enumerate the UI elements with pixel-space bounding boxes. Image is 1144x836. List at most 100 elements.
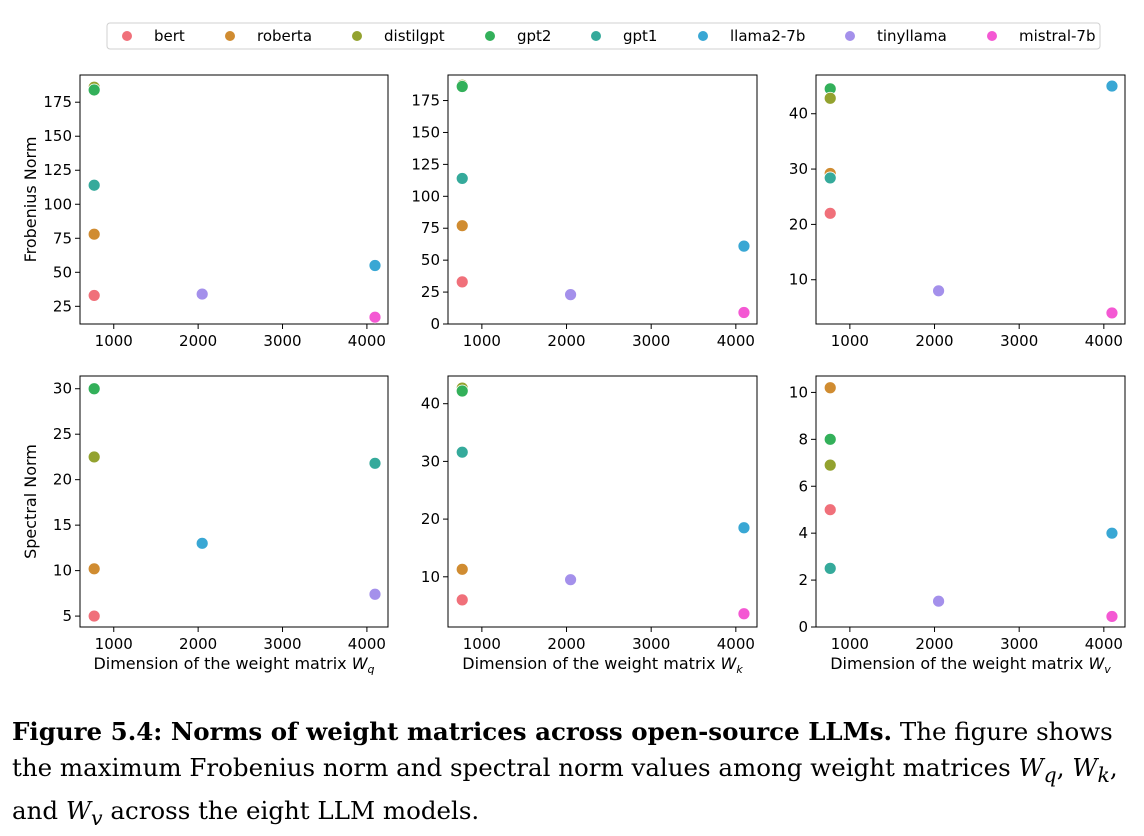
x-tick-label: 2000 (547, 635, 585, 653)
subplot-grid: 1000 2000 3000 4000255075100125150175Froben… (21, 74, 1126, 676)
point-roberta (823, 381, 837, 395)
caption-sep-1: , (1056, 753, 1073, 782)
point-llama2-7b (368, 259, 382, 272)
legend-item-distilgpt: distilgpt (352, 27, 445, 45)
y-axis-label: Spectral Norm (21, 444, 40, 559)
point-tinyllama (564, 573, 577, 587)
y-tick-label: 30 (789, 160, 808, 178)
x-tick-label: 2000 (179, 332, 217, 350)
x-axis-label: Dimension of the weight matrix Wk (462, 654, 743, 676)
caption-math-wk-sub: k (1097, 762, 1110, 787)
point-gpt2 (87, 83, 101, 97)
point-mistral-7b (1105, 306, 1119, 320)
x-tick-label: 4000 (348, 332, 386, 350)
caption-math-wv: W (65, 795, 92, 825)
legend-marker-bert (122, 31, 132, 41)
point-tinyllama (195, 287, 209, 301)
legend-label-roberta: roberta (257, 27, 312, 45)
legend-marker-roberta (225, 31, 235, 41)
point-mistral-7b (737, 306, 751, 319)
x-tick-label: 1000 (831, 332, 869, 350)
y-tick-label: 4 (798, 524, 808, 542)
y-tick-label: 10 (421, 568, 440, 586)
point-distilgpt (823, 458, 837, 472)
point-gpt1 (455, 445, 469, 459)
point-gpt2 (823, 432, 837, 446)
point-tinyllama (564, 288, 577, 302)
legend-label-gpt1: gpt1 (623, 27, 657, 45)
x-tick-label: 1000 (463, 332, 501, 350)
figure-canvas: bert roberta distilgpt gpt2 gpt1 llama2-7b tin… (21, 22, 1126, 676)
x-tick-label: 4000 (1085, 332, 1123, 350)
plot-frame (815, 375, 1126, 628)
x-tick-label: 3000 (1000, 332, 1038, 350)
y-tick-label: 100 (43, 195, 72, 213)
caption-text-2: across the eight LLM models. (102, 795, 480, 825)
point-roberta (87, 227, 101, 241)
point-tinyllama (932, 594, 945, 608)
subplot-1: 1000 2000 3000 4000 25 50 75 100 125 150 175 Froben… (21, 74, 389, 350)
point-mistral-7b (1105, 610, 1119, 623)
point-roberta (455, 219, 469, 233)
subplot-3: 1000 2000 3000 4000 10 20 30 40 (789, 74, 1126, 350)
caption-math-wv-sub: v (91, 805, 103, 830)
x-tick-label: 4000 (717, 332, 755, 350)
point-tinyllama (932, 284, 945, 298)
legend-marker-llama2-7b (698, 31, 708, 41)
subplot-2: 1000 2000 3000 4000 0 25 50 75 100 125 150 175 (411, 74, 758, 350)
y-tick-label: 0 (430, 315, 440, 333)
y-tick-label: 40 (789, 105, 808, 123)
y-tick-label: 10 (53, 562, 72, 580)
x-axis-label: Dimension of the weight matrix Wv (830, 654, 1111, 676)
x-tick-label: 3000 (263, 332, 301, 350)
x-tick-label: 3000 (263, 635, 301, 653)
legend-item-mistral-7b: mistral-7b (987, 27, 1095, 45)
point-gpt2 (87, 382, 101, 396)
plot-frame (79, 74, 389, 325)
point-gpt1 (823, 171, 837, 185)
legend-marker-gpt2 (485, 31, 495, 41)
y-tick-label: 25 (53, 297, 72, 315)
point-llama2-7b (737, 521, 751, 535)
y-tick-label: 0 (798, 618, 808, 636)
y-tick-label: 8 (798, 430, 808, 448)
legend-item-gpt2: gpt2 (485, 27, 551, 45)
legend-item-bert: bert (122, 27, 185, 45)
point-llama2-7b (195, 536, 209, 550)
legend-marker-tinyllama (845, 31, 855, 41)
y-tick-label: 125 (411, 155, 440, 173)
caption-math-wk: W (1072, 753, 1098, 782)
point-gpt1 (368, 456, 382, 470)
point-llama2-7b (1105, 526, 1119, 540)
point-llama2-7b (1105, 79, 1119, 93)
y-tick-label: 15 (53, 516, 72, 534)
caption-text-1: The figure shows the maximum Frobenius n… (12, 717, 1113, 782)
y-tick-label: 20 (789, 215, 808, 233)
legend-frame (106, 22, 1101, 50)
y-tick-label: 125 (43, 161, 72, 179)
legend-label-distilgpt: distilgpt (384, 27, 445, 45)
x-tick-label: 4000 (717, 635, 755, 653)
point-gpt2 (455, 80, 469, 93)
x-tick-label: 1000 (463, 635, 501, 653)
y-tick-label: 50 (421, 251, 440, 269)
y-tick-label: 5 (62, 607, 72, 625)
plot-frame (447, 74, 758, 325)
y-tick-label: 175 (411, 92, 440, 110)
point-mistral-7b (368, 310, 382, 324)
y-tick-label: 2 (798, 571, 808, 589)
y-tick-label: 175 (43, 93, 72, 111)
x-tick-label: 1000 (831, 635, 869, 653)
x-tick-label: 3000 (632, 332, 670, 350)
legend-label-bert: bert (154, 27, 185, 45)
legend-label-tinyllama: tinyllama (877, 27, 947, 45)
legend-marker-distilgpt (352, 31, 362, 41)
x-tick-label: 4000 (1085, 635, 1123, 653)
point-tinyllama (368, 587, 382, 601)
y-tick-label: 20 (421, 510, 440, 528)
x-tick-label: 1000 (95, 332, 133, 350)
y-tick-label: 25 (421, 283, 440, 301)
x-tick-label: 2000 (547, 332, 585, 350)
subplot-5: 1000 2000 3000 4000 10 20 30 40 Dimension of the… (421, 375, 758, 676)
y-tick-label: 75 (53, 229, 72, 247)
